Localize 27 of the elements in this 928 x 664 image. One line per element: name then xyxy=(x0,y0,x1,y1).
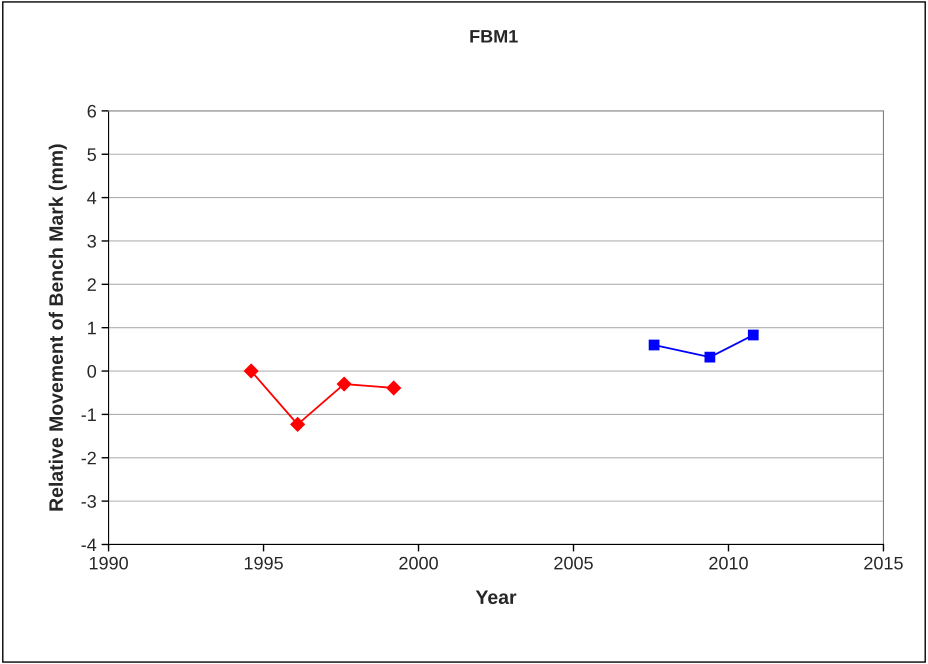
x-tick-label: 2015 xyxy=(864,556,903,570)
chart-title: FBM1 xyxy=(470,30,518,43)
y-axis-title: Relative Movement of Bench Mark (mm) xyxy=(48,144,67,511)
point xyxy=(336,376,352,392)
x-tick-label: 1990 xyxy=(90,556,128,570)
x-tick-label: 2005 xyxy=(554,556,593,570)
y-tick-label: 5 xyxy=(87,148,96,161)
y-tick-label: -4 xyxy=(82,538,96,552)
y-tick-label: 1 xyxy=(88,322,96,334)
y-tick-label: -1 xyxy=(82,408,96,421)
point xyxy=(748,330,759,340)
y-tick-label: -2 xyxy=(82,452,96,464)
x-tick-label: 2010 xyxy=(709,556,748,570)
point xyxy=(704,352,716,363)
y-tick-label: 6 xyxy=(88,104,96,118)
x-tick-label: 2000 xyxy=(399,556,438,570)
y-tick-label: 3 xyxy=(87,234,96,248)
point xyxy=(648,340,660,350)
y-tick-label: 0 xyxy=(87,364,96,378)
point xyxy=(386,380,402,396)
y-tick-label: 4 xyxy=(87,192,96,204)
point xyxy=(290,416,306,432)
y-tick-label: 2 xyxy=(88,278,96,291)
x-tick-label: 1995 xyxy=(244,556,283,570)
x-axis-title: Year xyxy=(476,590,516,604)
point xyxy=(244,364,259,378)
y-tick-label: -3 xyxy=(82,495,96,508)
